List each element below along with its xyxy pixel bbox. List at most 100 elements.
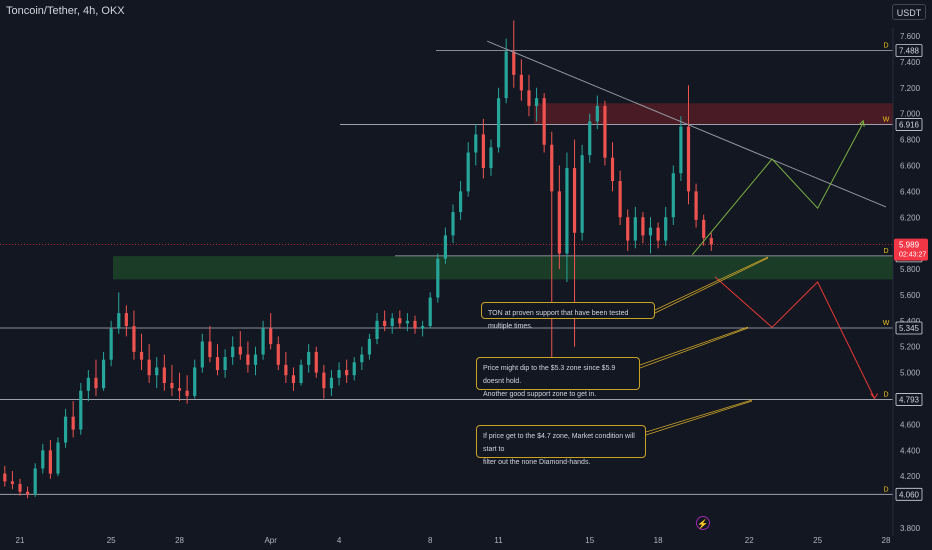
candle-body [512, 51, 516, 75]
currency-button[interactable]: USDT [892, 4, 926, 20]
candle-body [428, 297, 432, 327]
candle-body [94, 377, 98, 389]
callout-leader [654, 256, 769, 311]
candle-body [253, 354, 258, 365]
candle-body [664, 217, 668, 241]
candle-body [124, 313, 128, 327]
level-tag: D [883, 248, 888, 255]
candle-body [215, 357, 220, 371]
candle-body [238, 346, 242, 355]
x-tick-label: 4 [337, 536, 342, 545]
candle-body [421, 326, 425, 329]
candle-body [618, 181, 622, 218]
candle-body [702, 219, 706, 238]
level-label: 5.345 [899, 324, 920, 333]
candle-body [3, 473, 7, 482]
countdown-label: 02:43:27 [899, 252, 926, 259]
current-price-label: 5.989 [899, 241, 920, 250]
y-tick-label: 5.800 [900, 265, 921, 274]
y-tick-label: 7.400 [900, 58, 921, 67]
candle-body [109, 328, 113, 360]
y-tick-label: 3.800 [900, 524, 921, 533]
y-tick-label: 6.200 [900, 213, 921, 222]
x-tick-label: 28 [175, 536, 184, 545]
annotation-note-dip: Price might dip to the $5.3 zone since $… [476, 357, 640, 398]
y-tick-label: 5.600 [900, 291, 921, 300]
candle-body [466, 152, 470, 192]
candle-body [139, 351, 144, 360]
level-label-box [895, 118, 923, 131]
candle-body [86, 377, 90, 391]
callout-leader [639, 326, 749, 366]
level-label-box [895, 44, 923, 57]
support-zone [113, 256, 893, 280]
candle-body [534, 98, 539, 106]
annotation-note-support: TON at proven support that have been tes… [481, 302, 655, 330]
level-tag: W [883, 117, 890, 124]
candle-body [557, 191, 561, 254]
level-label-box [895, 321, 923, 335]
lightning-icon[interactable]: ⚡ [696, 516, 710, 530]
candle-body [588, 121, 592, 156]
candle-body [147, 359, 151, 376]
candle-body [299, 364, 303, 383]
candle-body [117, 313, 121, 329]
candle-body [451, 212, 455, 236]
candle-body [41, 450, 45, 469]
candle-body [383, 320, 387, 327]
x-tick-label: 8 [428, 536, 433, 545]
candle-body [610, 157, 615, 182]
y-tick-label: 5.200 [900, 343, 921, 352]
x-tick-label: 28 [882, 536, 891, 545]
level-label: 6.916 [899, 121, 920, 130]
candle-body [504, 51, 508, 99]
candle-body [580, 155, 584, 233]
level-label: 4.793 [899, 395, 920, 404]
y-tick-label: 4.600 [900, 420, 921, 429]
candle-body [322, 372, 326, 389]
candle-body [648, 227, 653, 236]
chart-title: Toncoin/Tether, 4h, OKX [6, 5, 125, 17]
trendline [486, 40, 887, 208]
x-tick-label: 21 [16, 536, 25, 545]
candle-body [565, 168, 569, 254]
x-tick-label: 18 [654, 536, 663, 545]
y-tick-label: 6.600 [900, 161, 921, 170]
y-tick-label: 4.400 [900, 446, 921, 455]
candle-body [33, 468, 37, 495]
candle-body [71, 416, 75, 430]
y-tick-label: 5.400 [900, 317, 921, 326]
candle-body [671, 173, 675, 218]
x-tick-label: 22 [745, 536, 754, 545]
callout-leader [639, 327, 749, 369]
candle-body [390, 318, 394, 327]
candle-body [572, 168, 577, 233]
candle-body [261, 328, 265, 355]
candle-body [25, 491, 30, 495]
candle-body [633, 217, 637, 241]
resistance-zone [534, 103, 893, 125]
y-tick-label: 5.000 [900, 369, 921, 378]
candle-body [550, 144, 554, 192]
candle-body [436, 258, 440, 298]
bear-arrowhead [870, 393, 879, 400]
bearish-projection [714, 276, 876, 399]
x-tick-label: 25 [813, 536, 822, 545]
annotation-line: Another good support zone to get in. [483, 391, 597, 398]
candle-body [474, 134, 478, 153]
candle-body [641, 217, 645, 236]
candle-body [269, 328, 273, 345]
bull-arrowhead [858, 119, 865, 127]
candle-body [284, 364, 288, 376]
x-tick-label: 11 [494, 536, 503, 545]
candle-body [170, 382, 174, 389]
candle-body [10, 481, 15, 484]
candle-body [291, 375, 296, 383]
candle-body [162, 367, 166, 383]
x-tick-label: Apr [264, 536, 277, 545]
level-label-box [895, 393, 923, 406]
candle-body [367, 338, 372, 355]
candle-body [329, 377, 334, 389]
